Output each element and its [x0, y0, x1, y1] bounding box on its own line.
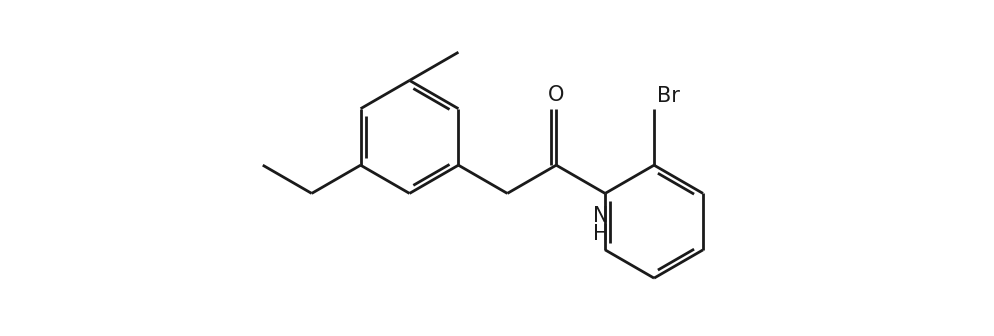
Text: H: H	[592, 224, 608, 245]
Text: Br: Br	[657, 86, 680, 106]
Text: N: N	[592, 206, 608, 226]
Text: O: O	[548, 85, 565, 105]
